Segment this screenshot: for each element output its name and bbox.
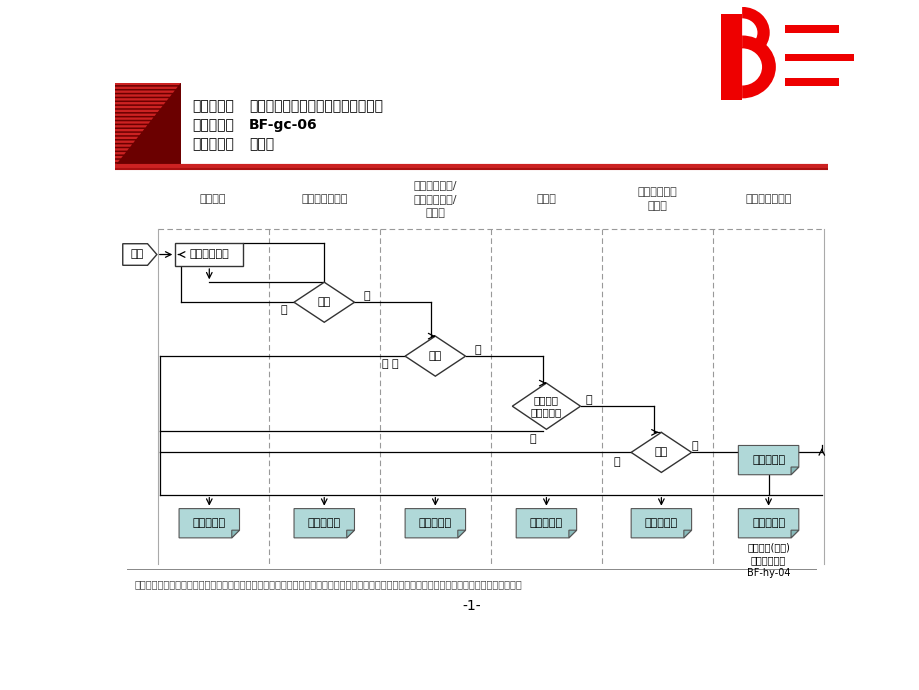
Polygon shape — [115, 156, 123, 158]
Text: 否: 否 — [280, 305, 287, 315]
Text: 集团生产建设
副总裁: 集团生产建设 副总裁 — [637, 188, 676, 211]
Polygon shape — [115, 141, 135, 143]
Polygon shape — [738, 509, 798, 538]
Polygon shape — [115, 129, 144, 131]
Polygon shape — [784, 26, 838, 32]
Text: 施工现场签证审核流程（工程管理）: 施工现场签证审核流程（工程管理） — [249, 99, 382, 113]
Text: 开始: 开始 — [130, 250, 143, 259]
Polygon shape — [683, 530, 691, 538]
Text: 现场签证单: 现场签证单 — [644, 518, 677, 529]
Polygon shape — [294, 282, 354, 322]
Text: 否: 否 — [391, 359, 398, 369]
Polygon shape — [346, 530, 354, 538]
Polygon shape — [115, 117, 153, 120]
Text: 现场签证单: 现场签证单 — [529, 518, 562, 529]
Polygon shape — [115, 160, 119, 162]
Text: 现场签证单: 现场签证单 — [418, 518, 451, 529]
Polygon shape — [115, 152, 126, 155]
Text: 提出签证申请: 提出签证申请 — [189, 250, 229, 259]
Text: 是: 是 — [691, 441, 698, 451]
Text: 生产部: 生产部 — [249, 137, 274, 151]
Polygon shape — [720, 14, 742, 100]
Text: 审批: 审批 — [654, 447, 667, 457]
Wedge shape — [742, 19, 756, 47]
Polygon shape — [115, 137, 138, 139]
Text: 否: 否 — [381, 359, 388, 369]
Polygon shape — [738, 446, 798, 475]
Text: BF-gc-06: BF-gc-06 — [249, 118, 317, 132]
Text: 现场签证单: 现场签证单 — [192, 518, 225, 529]
Polygon shape — [790, 467, 798, 475]
FancyBboxPatch shape — [175, 243, 244, 266]
Text: 流程编号：: 流程编号： — [192, 118, 234, 132]
Text: 是: 是 — [585, 395, 592, 405]
Text: 流程名称：: 流程名称： — [192, 99, 234, 113]
Text: 施工单位: 施工单位 — [199, 195, 226, 204]
Text: 流程类别：: 流程类别： — [192, 137, 234, 151]
Polygon shape — [790, 530, 798, 538]
Polygon shape — [784, 54, 853, 61]
Text: 财务中心预算室: 财务中心预算室 — [744, 195, 791, 204]
Wedge shape — [742, 35, 775, 99]
Polygon shape — [115, 98, 168, 101]
Text: 所属公司总工/
分管副总经理/
总经理: 所属公司总工/ 分管副总经理/ 总经理 — [414, 181, 457, 219]
Polygon shape — [115, 83, 181, 166]
Polygon shape — [568, 530, 576, 538]
Polygon shape — [512, 383, 580, 429]
Polygon shape — [179, 509, 239, 538]
Text: 所属公司工程部: 所属公司工程部 — [301, 195, 347, 204]
Polygon shape — [630, 509, 691, 538]
Polygon shape — [115, 87, 177, 89]
Polygon shape — [630, 433, 691, 473]
Polygon shape — [458, 530, 465, 538]
Polygon shape — [784, 79, 838, 86]
Text: 现场核实
并提出意见: 现场核实 并提出意见 — [530, 395, 562, 417]
Polygon shape — [232, 530, 239, 538]
Text: 审批: 审批 — [428, 351, 441, 361]
Text: 否: 否 — [528, 433, 535, 444]
Polygon shape — [115, 125, 147, 128]
Polygon shape — [404, 336, 465, 376]
Polygon shape — [115, 144, 132, 147]
Text: 现场签证指除工程变更以外，对现场发生的工作量的核认。包括但不限于业主在施工合同之外，委托乙方的临时用工、零星工作，拆除清理障碍物等。: 现场签证指除工程变更以外，对现场发生的工作量的核认。包括但不限于业主在施工合同之… — [134, 580, 522, 589]
Polygon shape — [516, 509, 576, 538]
Text: -1-: -1- — [461, 599, 481, 613]
Polygon shape — [115, 148, 129, 150]
Text: 审批: 审批 — [317, 297, 331, 307]
Polygon shape — [115, 121, 150, 124]
Polygon shape — [115, 133, 142, 135]
Polygon shape — [294, 509, 354, 538]
Text: 工程洽商(变更)
预算管理流程
BF-hy-04: 工程洽商(变更) 预算管理流程 BF-hy-04 — [746, 542, 789, 578]
Text: 现场签证单: 现场签证单 — [751, 518, 784, 529]
Text: 现场签证单: 现场签证单 — [751, 455, 784, 465]
Polygon shape — [115, 102, 165, 104]
Polygon shape — [115, 114, 156, 116]
Polygon shape — [115, 90, 175, 93]
Text: 生产部: 生产部 — [536, 195, 556, 204]
Polygon shape — [115, 83, 181, 85]
Text: 是: 是 — [474, 345, 481, 355]
Polygon shape — [122, 244, 156, 265]
Polygon shape — [115, 164, 117, 166]
Wedge shape — [742, 7, 769, 59]
Text: 是: 是 — [363, 291, 369, 301]
Polygon shape — [115, 106, 163, 108]
Polygon shape — [404, 509, 465, 538]
Wedge shape — [742, 7, 769, 59]
Polygon shape — [115, 95, 172, 97]
Text: 否: 否 — [612, 457, 619, 466]
Text: 现场签证单: 现场签证单 — [307, 518, 340, 529]
Polygon shape — [115, 110, 159, 112]
Wedge shape — [742, 48, 761, 86]
